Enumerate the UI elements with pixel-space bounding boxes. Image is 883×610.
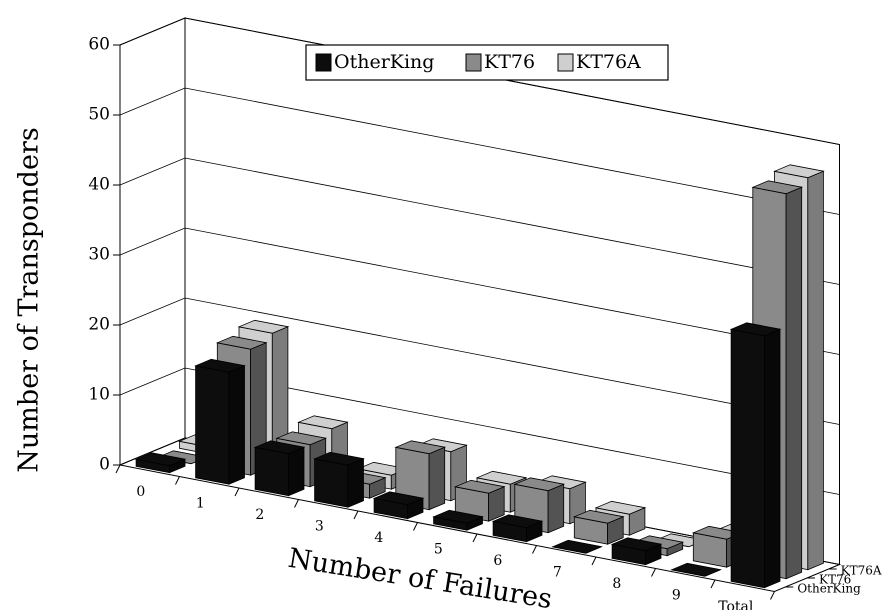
y-tick-label: 50 <box>88 105 110 125</box>
bar <box>253 440 306 497</box>
bar-top <box>237 319 290 334</box>
bar-top <box>729 322 782 337</box>
bar <box>670 562 722 577</box>
bar <box>372 491 425 520</box>
bar-side <box>228 365 245 485</box>
x-tick <box>175 476 180 485</box>
grid-line <box>119 87 840 215</box>
y-tick-label: 60 <box>88 35 110 55</box>
y-tick-label: 40 <box>88 175 110 195</box>
bar-top <box>551 539 603 554</box>
bar-top <box>453 479 506 494</box>
bar-side <box>807 170 824 571</box>
x-axis-title: Number of Failures <box>286 543 554 610</box>
x-tick-label: 9 <box>672 588 681 604</box>
bar-top <box>372 491 425 506</box>
legend-label: KT76 <box>484 51 535 73</box>
x-tick <box>413 522 418 531</box>
grid-line <box>119 227 840 355</box>
x-tick-label: 2 <box>255 507 264 523</box>
x-tick-label: 4 <box>374 530 383 546</box>
legend: OtherKing KT76 KT76A <box>305 44 669 81</box>
x-tick <box>591 556 597 566</box>
legend-box <box>305 44 669 81</box>
bar <box>491 514 544 543</box>
grid-line <box>119 157 840 285</box>
y-tick-label: 0 <box>99 455 110 475</box>
bar <box>729 322 782 589</box>
x-tick-label: 7 <box>553 565 562 581</box>
bar-top <box>773 164 825 179</box>
bar-side <box>347 458 364 508</box>
x-tick-label: 8 <box>612 576 621 592</box>
y-axis-title: Number of Transponders <box>14 127 45 472</box>
y-tick-label: 20 <box>88 315 110 335</box>
x-tick <box>115 464 121 474</box>
grid-line <box>119 367 840 495</box>
bar-top <box>751 180 804 195</box>
bar-top <box>134 452 187 467</box>
bar-side <box>287 446 305 497</box>
bar-side <box>428 446 446 511</box>
bar-front <box>195 365 230 485</box>
bar-side <box>764 328 781 589</box>
legend-swatch <box>465 53 482 72</box>
bar-top <box>475 470 528 485</box>
bar-front <box>254 446 289 497</box>
legend-label: KT76A <box>576 51 641 73</box>
bar-top <box>513 477 566 492</box>
bar-top <box>275 431 328 446</box>
bar-top <box>215 335 268 350</box>
bar-front <box>314 458 349 508</box>
bar <box>194 358 246 485</box>
bar-top <box>670 562 722 577</box>
bar-side <box>785 186 803 580</box>
x-tick <box>770 591 775 600</box>
bar <box>572 509 625 545</box>
x-tick <box>710 579 716 589</box>
legend-label: OtherKing <box>334 51 434 73</box>
bar-top <box>253 440 306 455</box>
x-tick-label: 5 <box>434 542 443 558</box>
bar <box>432 509 484 531</box>
legend-swatch <box>315 53 332 72</box>
bar-top <box>194 358 246 373</box>
bar-side <box>547 483 565 534</box>
x-tick <box>651 568 656 577</box>
depth-label: OtherKing <box>797 582 861 596</box>
x-tick <box>353 510 359 520</box>
bar <box>134 452 187 474</box>
y-tick-label: 30 <box>88 245 110 265</box>
bar <box>551 539 603 554</box>
x-tick <box>234 487 240 497</box>
grid-line <box>119 17 840 145</box>
x-tick <box>472 533 478 543</box>
y-tick-label: 10 <box>88 385 110 405</box>
x-tick-label: 3 <box>315 519 324 535</box>
x-tick <box>532 545 537 554</box>
bar-top <box>594 500 647 515</box>
bar <box>610 537 663 566</box>
legend-swatch <box>557 53 574 72</box>
bar-top <box>313 451 365 466</box>
bar-top <box>572 509 625 524</box>
x-tick <box>294 499 299 508</box>
x-tick-label: 0 <box>136 484 145 500</box>
depth-label: KT76 <box>819 573 851 587</box>
bar-top <box>394 440 447 455</box>
x-tick-label: 6 <box>493 553 502 569</box>
bar <box>313 451 365 508</box>
bar-top <box>432 509 484 524</box>
x-tick-label: 1 <box>196 496 205 512</box>
x-tick-label: Total <box>718 599 754 610</box>
bar-top <box>297 415 349 430</box>
bar <box>453 479 506 522</box>
grid-line <box>119 297 840 425</box>
bar-top <box>491 514 544 529</box>
depth-label: KT76A <box>841 564 882 578</box>
bar-top <box>610 537 663 552</box>
bar-front <box>730 328 765 589</box>
